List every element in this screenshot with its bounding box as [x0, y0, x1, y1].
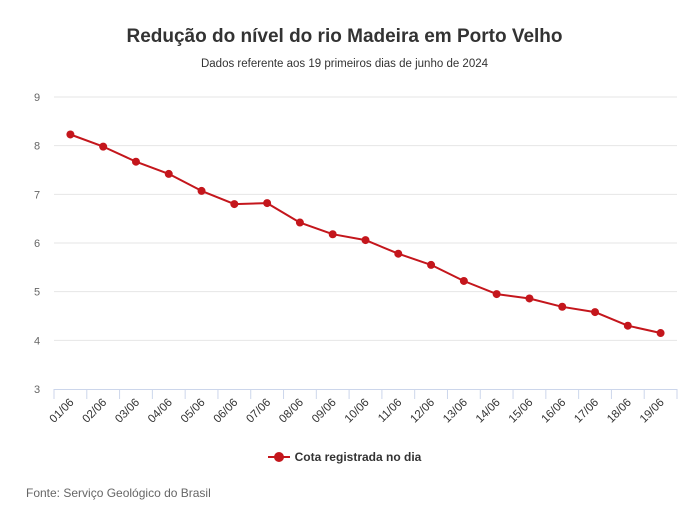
- x-tick-label: 02/06: [80, 397, 109, 426]
- y-tick-label: 8: [34, 141, 40, 153]
- data-point[interactable]: [492, 290, 501, 299]
- data-point[interactable]: [131, 157, 140, 166]
- x-tick-label: 07/06: [244, 397, 273, 426]
- data-point[interactable]: [623, 321, 632, 330]
- y-tick-label: 4: [34, 335, 40, 347]
- data-point[interactable]: [230, 200, 239, 209]
- x-tick-label: 06/06: [212, 397, 241, 426]
- data-point[interactable]: [66, 130, 75, 139]
- data-point[interactable]: [197, 186, 206, 195]
- data-point[interactable]: [525, 294, 534, 303]
- y-tick-label: 3: [34, 384, 40, 396]
- data-point[interactable]: [394, 249, 403, 258]
- x-tick-label: 17/06: [572, 397, 601, 426]
- data-point[interactable]: [656, 329, 665, 338]
- data-point[interactable]: [99, 142, 108, 151]
- series-cota: [66, 130, 665, 338]
- legend[interactable]: Cota registrada no dia: [0, 450, 689, 464]
- x-axis-ticks: 01/06 02/06 03/06 04/06 05/06 06/06 07/06 08/06…: [48, 397, 667, 426]
- x-tick-label: 08/06: [277, 397, 306, 426]
- x-tick-label: 10/06: [343, 397, 372, 426]
- data-point[interactable]: [427, 260, 436, 269]
- data-point[interactable]: [263, 199, 272, 208]
- y-tick-label: 5: [34, 287, 40, 299]
- chart-subtitle: Dados referente aos 19 primeiros dias de…: [200, 58, 489, 70]
- x-tick-label: 14/06: [474, 397, 503, 426]
- legend-label: Cota registrada no dia: [294, 450, 422, 464]
- x-tick-label: 11/06: [376, 397, 404, 425]
- x-tick-label: 04/06: [146, 397, 175, 426]
- data-point[interactable]: [591, 308, 600, 317]
- x-tick-label: 01/06: [48, 397, 77, 426]
- chart-title: Redução do nível do rio Madeira em Porto…: [126, 26, 563, 47]
- y-tick-label: 9: [34, 92, 40, 104]
- x-tick-label: 03/06: [113, 397, 142, 426]
- x-tick-label: 18/06: [605, 397, 634, 426]
- x-tick-label: 19/06: [638, 397, 667, 426]
- data-point[interactable]: [295, 218, 304, 227]
- y-axis-ticks: 3 4 5 6 7 8 9: [34, 92, 40, 396]
- x-tick-label: 13/06: [441, 397, 470, 426]
- data-point[interactable]: [164, 169, 173, 178]
- data-point[interactable]: [328, 230, 337, 239]
- series-line: [70, 133, 661, 334]
- x-tick-label: 16/06: [540, 397, 569, 426]
- source-credit: Fonte: Serviço Geológico do Brasil: [26, 486, 211, 500]
- data-point[interactable]: [459, 276, 468, 285]
- data-point[interactable]: [558, 302, 567, 311]
- x-tick-label: 15/06: [507, 397, 536, 426]
- x-tick-label: 12/06: [408, 397, 437, 426]
- x-axis: [53, 389, 678, 399]
- gridlines: [54, 96, 677, 341]
- legend-marker: [267, 451, 290, 463]
- y-tick-label: 7: [34, 189, 40, 201]
- x-tick-label: 09/06: [310, 397, 339, 426]
- y-tick-label: 6: [34, 238, 40, 250]
- x-tick-label: 05/06: [179, 397, 208, 426]
- data-point[interactable]: [361, 236, 370, 245]
